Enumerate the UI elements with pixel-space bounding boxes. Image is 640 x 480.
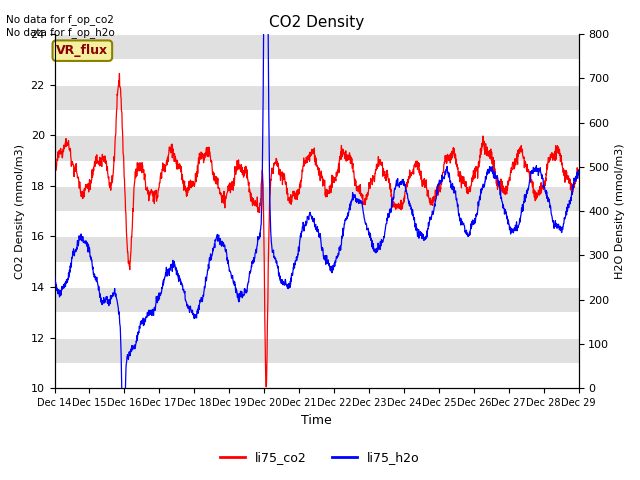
- Bar: [54, 110, 579, 135]
- Y-axis label: H2O Density (mmol/m3): H2O Density (mmol/m3): [615, 144, 625, 279]
- Text: No data for f_op_co2
No data for f_op_h2o: No data for f_op_co2 No data for f_op_h2…: [6, 14, 115, 38]
- Bar: [54, 211, 579, 237]
- Bar: [54, 287, 579, 312]
- Bar: [54, 363, 579, 388]
- Bar: [54, 237, 579, 262]
- Bar: [54, 59, 579, 84]
- Bar: [54, 186, 579, 211]
- Bar: [54, 262, 579, 287]
- Title: CO2 Density: CO2 Density: [269, 15, 364, 30]
- X-axis label: Time: Time: [301, 414, 332, 427]
- Legend: li75_co2, li75_h2o: li75_co2, li75_h2o: [215, 446, 425, 469]
- Bar: [54, 312, 579, 338]
- Bar: [54, 34, 579, 59]
- Text: VR_flux: VR_flux: [56, 44, 108, 57]
- Bar: [54, 84, 579, 110]
- Bar: [54, 338, 579, 363]
- Bar: [54, 160, 579, 186]
- Bar: [54, 135, 579, 160]
- Y-axis label: CO2 Density (mmol/m3): CO2 Density (mmol/m3): [15, 144, 25, 278]
